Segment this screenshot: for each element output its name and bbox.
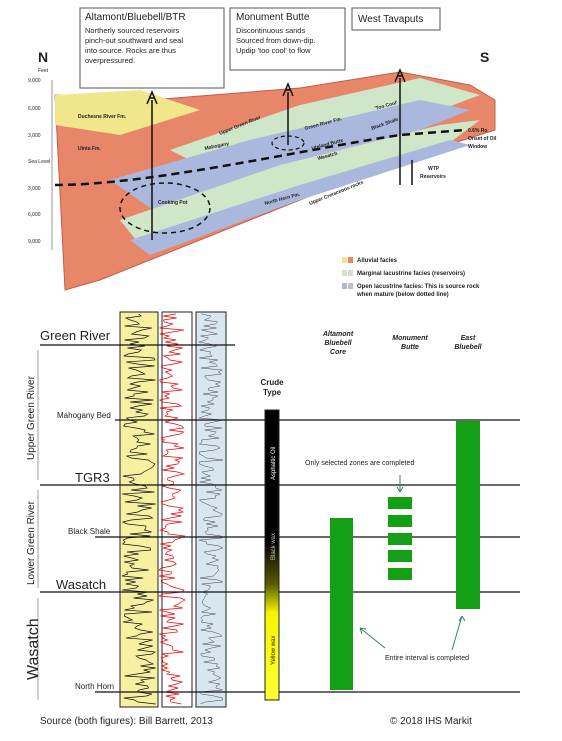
- callout-line: into source. Rocks are thus: [85, 46, 176, 55]
- legend: Alluvial facies Marginal lacustrine faci…: [342, 257, 480, 298]
- callout-line: Updip 'too cool' to flow: [236, 46, 311, 55]
- completion-bars: [330, 421, 480, 690]
- north: N: [38, 49, 48, 65]
- horizon-lines: [40, 344, 520, 693]
- top-label: Mahogany Bed: [57, 411, 111, 420]
- callout-line: Northerly sourced reservoirs: [85, 26, 179, 35]
- column-header: Bluebell: [324, 340, 352, 347]
- formation: Cooking Pot: [158, 200, 188, 206]
- formation: Wasatch: [317, 151, 338, 162]
- crude-title: Type: [263, 388, 282, 397]
- column-header: Altamont: [322, 331, 354, 338]
- wtp-label: WTP: [428, 166, 440, 172]
- crude-label: Asphaltic Oil: [271, 447, 277, 480]
- formation: Duchesne River Fm.: [78, 114, 127, 120]
- depth-label: 6,000: [28, 106, 41, 112]
- copyright: © 2018 IHS Markit: [390, 716, 472, 727]
- interval-label: Upper Green River: [26, 375, 37, 460]
- crude-label: Black wax: [271, 533, 277, 560]
- depth-label: 6,000: [28, 212, 41, 218]
- bottom-labels: Green River Mahogany Bed TGR3 Black Shal…: [25, 328, 483, 691]
- interval-label: Lower Green River: [26, 500, 37, 585]
- top-label: Black Shale: [68, 527, 111, 536]
- log-tracks: [119, 311, 227, 708]
- depth-label: 3,000: [28, 133, 41, 139]
- callout-title: West Tavaputs: [358, 14, 423, 25]
- ro-label: 0.6% Ro: [468, 128, 487, 134]
- note: Only selected zones are completed: [305, 460, 414, 467]
- top-label: Wasatch: [56, 577, 106, 592]
- feet: Feet: [38, 68, 49, 74]
- crude-bar: [264, 409, 280, 701]
- depth-label: 9,000: [28, 78, 41, 84]
- top-label: TGR3: [75, 470, 110, 485]
- callout-line: Sourced from down-dip.: [236, 36, 316, 45]
- callout-title: Monument Butte: [236, 12, 310, 23]
- legend-entry: when mature (below dotted line): [356, 292, 449, 298]
- source: Source (both figures): Bill Barrett, 201…: [40, 716, 213, 727]
- column-header: Core: [330, 349, 346, 356]
- arrows: [359, 475, 466, 651]
- crude-title: Crude: [260, 378, 284, 387]
- column-header: Butte: [401, 344, 419, 351]
- depth-label: 9,000: [28, 239, 41, 245]
- legend-entry: Open lacustrine facies: This is source r…: [357, 284, 480, 290]
- depth-labels: 9,000 6,000 3,000 Sea Level 3,000 6,000 9,000: [28, 78, 50, 245]
- south: S: [480, 49, 489, 65]
- formation: Uinta Fm.: [78, 146, 101, 152]
- note: Entire interval is completed: [385, 655, 469, 662]
- callout-boxes: [79, 7, 441, 89]
- top-label: Green River: [40, 328, 111, 343]
- column-header: Bluebell: [454, 344, 482, 351]
- legend-entry: Marginal lacustrine facies (reservoirs): [357, 271, 465, 277]
- column-header: East: [461, 335, 476, 342]
- callout-line: pinch-out southward and seal: [85, 36, 183, 45]
- legend-entry: Alluvial facies: [357, 258, 398, 264]
- column-header: Monument: [392, 335, 428, 342]
- ro-label: Window: [468, 144, 487, 150]
- callout-line: Discontinuous sands: [236, 26, 305, 35]
- depth-label: 3,000: [28, 186, 41, 192]
- wtp-label: Reservoirs: [420, 174, 446, 180]
- ro-label: Onset of Oil: [468, 136, 497, 142]
- callout-title: Altamont/Bluebell/BTR: [85, 12, 186, 23]
- crude-label: Yellow wax: [271, 636, 277, 665]
- formation: Mahogany: [204, 141, 230, 152]
- callout-line: overpressured.: [85, 56, 135, 65]
- top-label: North Horn: [75, 682, 114, 691]
- depth-label: Sea Level: [28, 159, 50, 165]
- interval-label: Wasatch: [25, 618, 42, 680]
- cross-section: [51, 68, 496, 291]
- formation: 'Too Cool': [374, 100, 398, 112]
- callouts: Altamont/Bluebell/BTR Northerly sourced …: [38, 12, 489, 74]
